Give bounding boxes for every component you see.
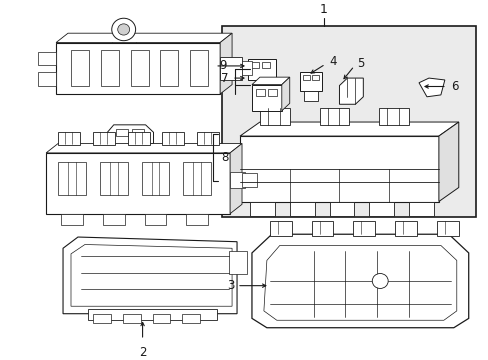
Polygon shape <box>418 78 444 97</box>
Bar <box>242 174 256 186</box>
Circle shape <box>118 24 129 35</box>
Polygon shape <box>281 77 289 111</box>
Bar <box>408 202 433 216</box>
Bar <box>249 202 274 216</box>
Bar <box>242 61 251 75</box>
Bar <box>311 221 333 236</box>
Text: 7: 7 <box>220 72 227 85</box>
Bar <box>394 221 416 236</box>
Bar <box>100 162 127 195</box>
Bar <box>303 91 317 100</box>
Bar <box>267 89 276 96</box>
Polygon shape <box>438 122 458 202</box>
Bar <box>302 75 309 80</box>
Bar <box>122 314 141 323</box>
Bar <box>220 57 242 80</box>
Polygon shape <box>251 77 289 85</box>
Bar <box>144 214 166 225</box>
Bar <box>130 50 148 86</box>
Bar <box>299 72 321 91</box>
Bar <box>319 108 349 125</box>
Bar <box>58 132 80 145</box>
Bar <box>142 162 169 195</box>
Polygon shape <box>240 122 458 136</box>
Bar <box>311 75 318 80</box>
Bar <box>186 214 208 225</box>
Bar <box>329 202 354 216</box>
Bar <box>112 37 135 46</box>
Bar <box>289 202 314 216</box>
Bar <box>436 221 458 236</box>
Bar <box>251 85 281 111</box>
Polygon shape <box>46 144 242 153</box>
Bar <box>228 251 246 274</box>
Polygon shape <box>105 125 153 145</box>
Text: 6: 6 <box>450 80 457 93</box>
Bar <box>353 221 374 236</box>
Bar <box>131 129 143 136</box>
Polygon shape <box>63 237 237 314</box>
Bar <box>222 26 475 217</box>
Text: 2: 2 <box>139 346 146 359</box>
Circle shape <box>112 18 135 41</box>
Circle shape <box>371 274 387 288</box>
Bar <box>127 132 149 145</box>
Bar <box>102 214 124 225</box>
Bar <box>240 136 438 202</box>
Bar <box>61 214 83 225</box>
Bar <box>58 162 86 195</box>
Polygon shape <box>230 144 242 214</box>
Bar <box>88 309 217 320</box>
Bar <box>152 314 170 323</box>
Bar <box>230 172 244 188</box>
Bar <box>116 129 127 136</box>
Bar <box>182 314 200 323</box>
Text: 8: 8 <box>221 151 228 164</box>
Text: 3: 3 <box>226 279 234 292</box>
Bar <box>93 132 115 145</box>
Bar <box>38 52 56 65</box>
Bar <box>56 42 220 94</box>
Bar <box>93 314 111 323</box>
Bar <box>269 221 291 236</box>
Bar <box>260 108 289 125</box>
Polygon shape <box>251 234 468 328</box>
Polygon shape <box>71 244 232 306</box>
Bar <box>38 72 56 86</box>
Bar <box>247 59 275 80</box>
Text: 1: 1 <box>319 3 327 16</box>
Bar <box>379 108 408 125</box>
Bar <box>101 50 119 86</box>
Text: 9: 9 <box>219 59 226 72</box>
Bar <box>71 50 89 86</box>
Polygon shape <box>220 33 232 94</box>
Bar <box>160 50 178 86</box>
Bar <box>197 132 219 145</box>
Bar <box>162 132 184 145</box>
Polygon shape <box>264 246 456 320</box>
Polygon shape <box>339 78 363 104</box>
Polygon shape <box>56 33 232 42</box>
Text: 4: 4 <box>329 55 336 68</box>
Bar <box>368 202 393 216</box>
Bar <box>262 62 269 68</box>
Bar <box>183 162 211 195</box>
Bar <box>250 62 258 68</box>
Bar <box>255 89 264 96</box>
Bar <box>190 50 208 86</box>
Text: 5: 5 <box>357 57 364 69</box>
Bar <box>46 153 230 214</box>
